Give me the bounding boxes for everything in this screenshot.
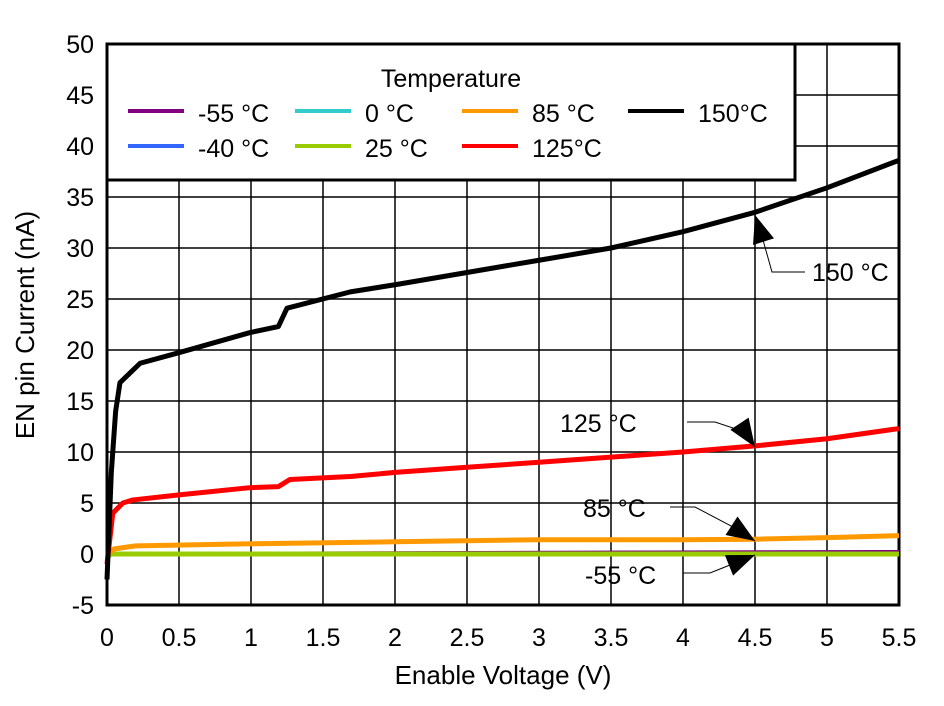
x-tick-label: 5.5 <box>882 624 917 652</box>
x-tick-label: 3.5 <box>594 624 629 652</box>
x-tick-label: 1.5 <box>306 624 341 652</box>
x-tick-label: 5 <box>820 624 834 652</box>
x-tick-label: 4 <box>676 624 690 652</box>
legend-label: 25 °C <box>365 135 428 163</box>
legend-label: 85 °C <box>532 100 595 128</box>
legend-label: 150°C <box>698 100 768 128</box>
y-tick-label: 25 <box>66 286 94 314</box>
series-line <box>105 551 899 560</box>
series-line <box>105 533 900 557</box>
x-axis-label: Enable Voltage (V) <box>395 660 612 690</box>
arrow-icon <box>724 555 755 576</box>
arrow-icon <box>730 417 755 447</box>
series-line <box>104 426 900 565</box>
y-tick-label: 10 <box>66 439 94 467</box>
annotation-label: -55 °C <box>585 562 656 590</box>
legend-label: 125°C <box>532 135 602 163</box>
arrow-icon <box>753 215 775 246</box>
legend-label: -40 °C <box>198 135 269 163</box>
x-tick-label: 3 <box>532 624 546 652</box>
annotation-label: 150 °C <box>812 259 889 287</box>
annotation-label: 85 °C <box>583 495 646 523</box>
y-tick-label: 20 <box>66 337 94 365</box>
series-lines <box>104 157 900 580</box>
legend-label: 0 °C <box>365 100 414 128</box>
y-tick-label: 5 <box>80 490 94 518</box>
x-tick-label: 1 <box>244 624 258 652</box>
annotations: 150 °C 125 °C 85 °C -55 °C <box>560 214 889 590</box>
annotation-label: 125 °C <box>560 410 637 438</box>
y-tick-label: -5 <box>72 592 94 620</box>
arrow-icon <box>725 516 755 541</box>
y-tick-label: 30 <box>66 235 94 263</box>
y-tick-label: 15 <box>66 388 94 416</box>
tick-labels: 0 0.5 1 1.5 2 2.5 3 3.5 4 4.5 5 5.5-505101520253035… <box>66 31 916 652</box>
legend: Temperature -55 °C -40 °C 0 °C 25 °C 85 °C 125… <box>105 42 797 182</box>
y-axis-label: EN pin Current (nA) <box>10 211 40 439</box>
y-tick-label: 40 <box>66 133 94 161</box>
y-tick-label: 0 <box>80 541 94 569</box>
x-tick-label: 2.5 <box>450 624 485 652</box>
y-tick-label: 45 <box>66 82 94 110</box>
x-tick-label: 0 <box>100 624 114 652</box>
y-tick-label: 50 <box>66 31 94 59</box>
y-tick-label: 35 <box>66 184 94 212</box>
annotation-leader <box>754 214 805 273</box>
series-line <box>104 157 900 580</box>
legend-title: Temperature <box>381 65 521 93</box>
x-tick-label: 2 <box>388 624 402 652</box>
x-tick-label: 4.5 <box>738 624 773 652</box>
x-tick-label: 0.5 <box>162 624 197 652</box>
legend-label: -55 °C <box>198 100 269 128</box>
